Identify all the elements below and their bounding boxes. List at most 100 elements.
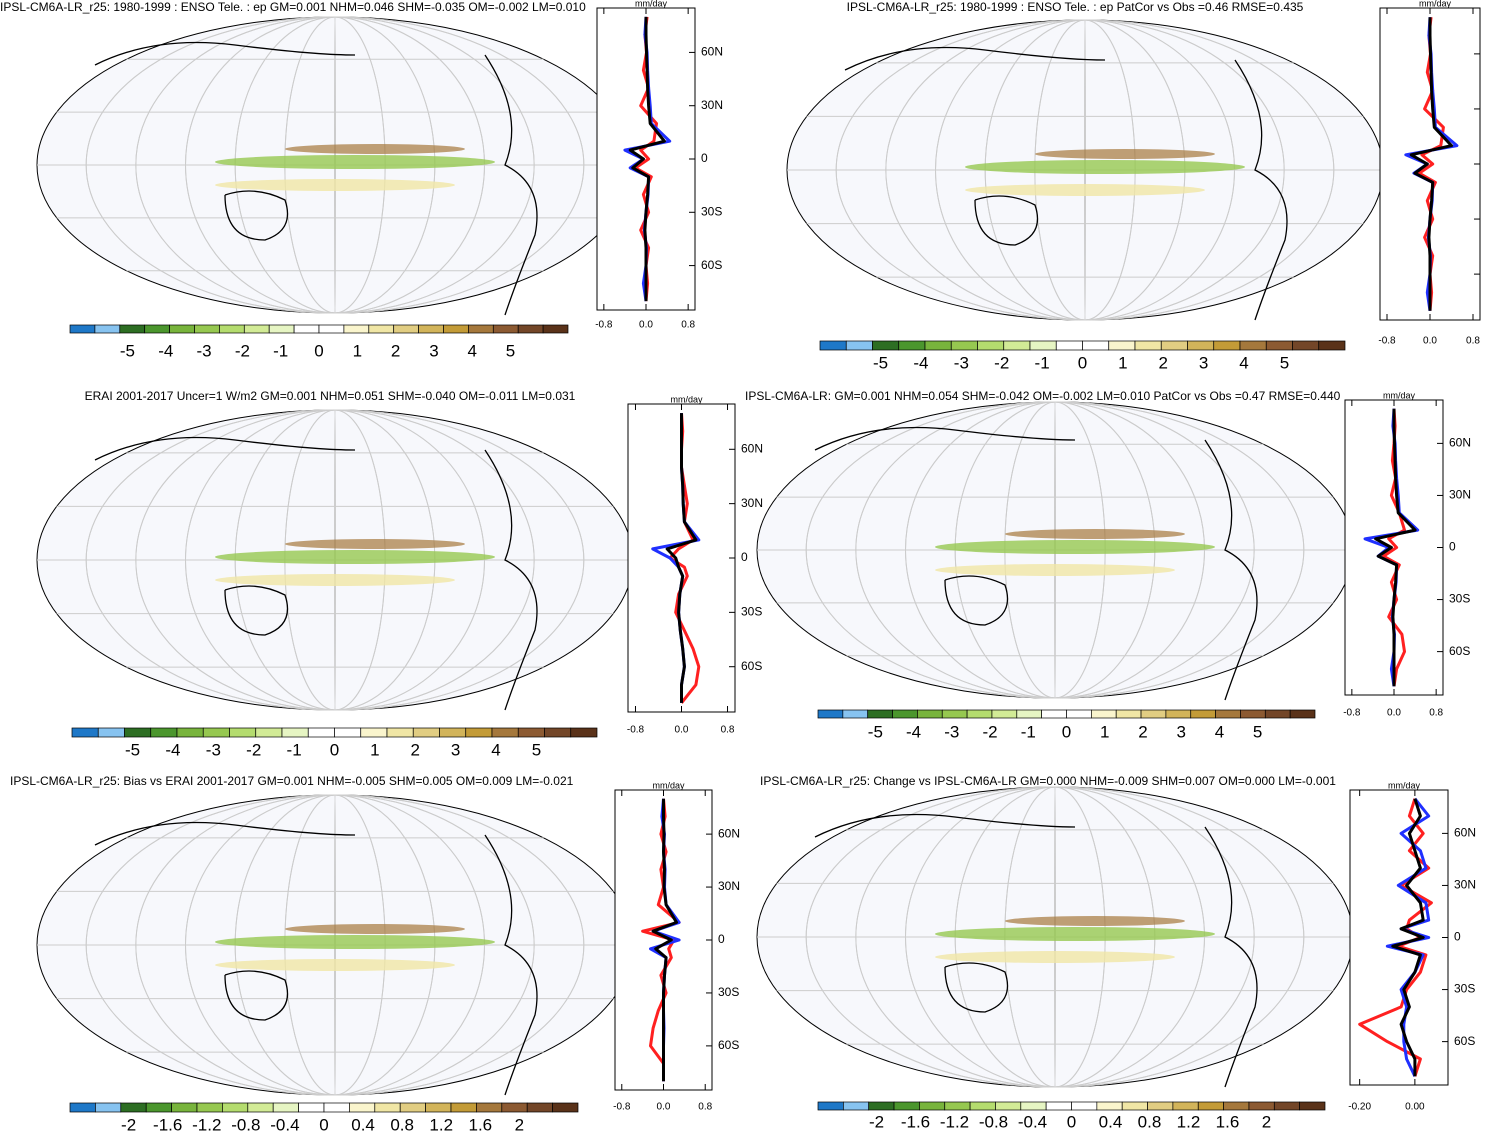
colorbar-label: -0.8	[231, 1115, 260, 1134]
colorbar-label: 3	[429, 341, 438, 360]
y-tick-label: 0	[741, 550, 748, 564]
colorbar-swatch	[97, 727, 125, 738]
colorbar-swatch	[919, 1101, 946, 1111]
continent	[814, 813, 1258, 1088]
y-tick-label: 60N	[1454, 826, 1476, 840]
colorbar-swatch	[202, 727, 230, 738]
colorbar-swatch	[465, 727, 493, 738]
anomaly-band	[935, 564, 1175, 576]
continent	[94, 821, 538, 1096]
panel-title: IPSL-CM6A-LR_r25: 1980-1999 : ENSO Tele.…	[0, 0, 586, 14]
colorbar-swatch	[526, 1102, 553, 1113]
colorbar-swatch	[229, 727, 257, 738]
y-tick-label: 0	[1454, 930, 1461, 944]
colorbar-label: -1.6	[153, 1115, 182, 1134]
y-tick-label: 0	[718, 932, 725, 946]
y-tick-label: 60N	[1449, 436, 1471, 450]
colorbar-swatch	[1160, 340, 1188, 351]
x-tick-label: 0.0	[1387, 708, 1401, 719]
colorbar-label: 3	[1199, 353, 1208, 372]
colorbar-swatch	[1213, 340, 1241, 351]
colorbar-swatch	[476, 1102, 503, 1113]
colorbar-swatch	[1045, 1101, 1072, 1111]
colorbar-label: 1	[370, 740, 379, 759]
panel-title: ERAI 2001-2017 Uncer=1 W/m2 GM=0.001 NHM…	[85, 389, 576, 403]
colorbar-swatch	[842, 709, 869, 719]
colorbar-label: -5	[873, 353, 888, 372]
colorbar-swatch	[119, 324, 146, 334]
colorbar-swatch	[1239, 340, 1267, 351]
colorbar-swatch	[272, 1102, 299, 1113]
colorbar-label: -1.2	[192, 1115, 221, 1134]
colorbar-swatch	[69, 324, 96, 334]
colorbar-label: -2	[994, 353, 1009, 372]
colorbar-swatch	[1134, 340, 1162, 351]
x-tick-label: 0.8	[1466, 336, 1480, 347]
colorbar-swatch	[281, 727, 309, 738]
unit-label: mm/day	[1419, 0, 1452, 8]
colorbar-swatch	[368, 324, 395, 334]
anomaly-band	[965, 184, 1205, 196]
zonal-line	[1382, 408, 1406, 687]
colorbar-swatch	[169, 324, 195, 334]
colorbar-label: -1.2	[940, 1112, 969, 1131]
colorbar-swatch	[255, 727, 283, 738]
y-tick-label: 60S	[701, 258, 722, 272]
colorbar-swatch	[570, 727, 598, 738]
colorbar-swatch	[194, 324, 220, 334]
colorbar-swatch	[868, 1101, 895, 1111]
colorbar-label: -5	[868, 722, 883, 741]
graticule	[805, 401, 1305, 699]
colorbar-swatch	[501, 1102, 528, 1113]
colorbar-swatch	[439, 727, 467, 738]
colorbar-swatch	[318, 324, 345, 334]
colorbar-swatch	[893, 1101, 920, 1111]
colorbar-label: -2	[235, 341, 250, 360]
colorbar-swatch	[977, 340, 1005, 351]
colorbar-swatch	[1223, 1101, 1250, 1111]
colorbar-swatch	[418, 324, 444, 334]
zonal-line	[628, 16, 666, 302]
colorbar-swatch	[412, 727, 440, 738]
anomaly-band	[285, 144, 465, 154]
colorbar-label: 5	[532, 740, 541, 759]
colorbar-swatch	[69, 1102, 96, 1113]
colorbar-swatch	[399, 1102, 426, 1113]
colorbar-label: -1	[1021, 722, 1036, 741]
colorbar-label: 4	[1215, 722, 1224, 741]
colorbar-swatch	[1292, 340, 1320, 351]
colorbar-swatch	[842, 1101, 870, 1111]
colorbar-swatch	[1165, 709, 1192, 719]
colorbar-swatch	[171, 1102, 198, 1113]
colorbar-swatch	[1197, 1101, 1224, 1111]
y-tick-label: 30S	[741, 605, 762, 619]
anomaly-band	[215, 935, 495, 949]
colorbar-label: -5	[125, 740, 140, 759]
colorbar-label: 1.2	[1177, 1112, 1201, 1131]
colorbar-label: -1	[1035, 353, 1050, 372]
colorbar-swatch	[1318, 340, 1346, 351]
graticule	[835, 19, 1335, 321]
x-tick-label: 0.8	[1429, 708, 1443, 719]
colorbar-swatch	[425, 1102, 452, 1113]
y-tick-label: 30S	[1449, 592, 1470, 606]
anomaly-band	[215, 179, 455, 191]
colorbar-swatch	[817, 709, 844, 719]
y-tick-label: 30N	[718, 879, 740, 893]
anomaly-band	[935, 951, 1175, 963]
y-tick-label: 60S	[1454, 1034, 1475, 1048]
colorbar-swatch	[1096, 1101, 1123, 1111]
colorbar-label: 2	[1138, 722, 1147, 741]
colorbar-swatch	[468, 324, 494, 334]
anomaly-band	[215, 959, 455, 971]
colorbar-label: 1	[353, 341, 362, 360]
y-tick-label: 60S	[741, 659, 762, 673]
colorbar-label: 0	[1062, 722, 1071, 741]
colorbar-swatch	[95, 1102, 122, 1113]
colorbar-swatch	[872, 340, 900, 351]
colorbar-label: 4	[1239, 353, 1248, 372]
unit-label: mm/day	[652, 780, 685, 790]
zonal-line	[1391, 798, 1425, 1077]
colorbar-label: -3	[206, 740, 221, 759]
colorbar-swatch	[334, 727, 362, 738]
